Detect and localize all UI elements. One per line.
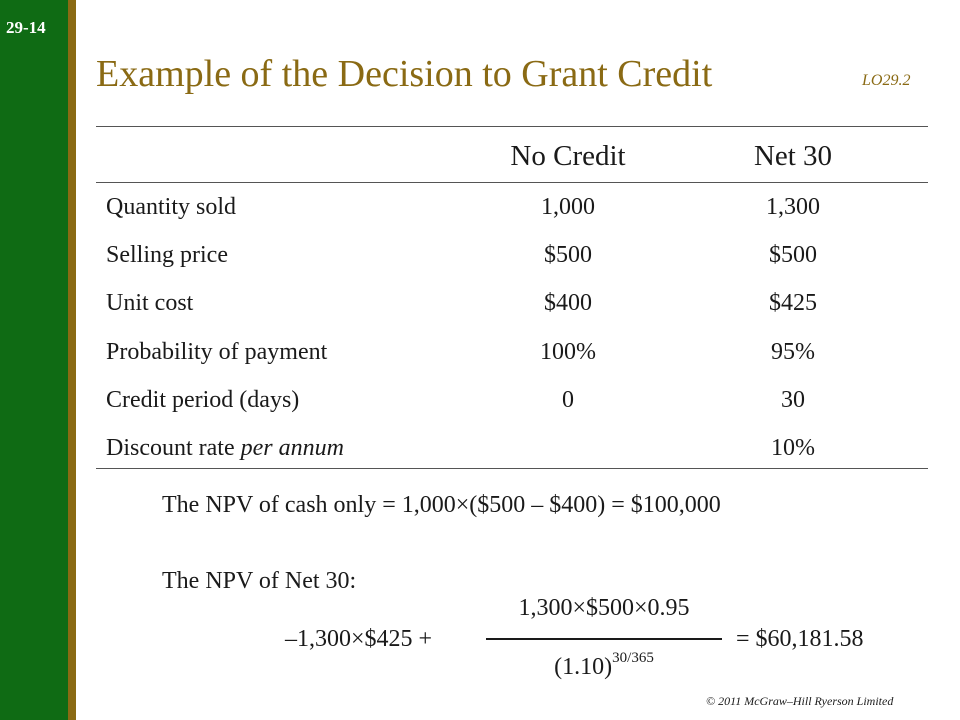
table-bottom-divider (96, 468, 928, 469)
fraction-bar (486, 638, 722, 640)
table-row: Selling price $500 $500 (0, 242, 960, 290)
formula-denominator: (1.10)30/365 (488, 650, 720, 681)
cell-no-credit: 1,000 (541, 194, 595, 220)
cell-net-30: $500 (769, 242, 817, 268)
table-row: Probability of payment 100% 95% (0, 339, 960, 387)
npv-net30-intro: The NPV of Net 30: (162, 568, 357, 594)
denominator-exponent: 30/365 (612, 650, 654, 666)
formula-numerator: 1,300×$500×0.95 (518, 595, 690, 621)
slide-number: 29-14 (6, 18, 46, 37)
learning-objective-tag: LO29.2 (862, 72, 911, 89)
row-label: Credit period (days) (106, 387, 300, 413)
column-header-net-30: Net 30 (753, 140, 833, 172)
row-label: Selling price (106, 242, 228, 268)
cell-no-credit: $500 (544, 242, 592, 268)
row-label: Probability of payment (106, 339, 328, 365)
npv-cash-only: The NPV of cash only = 1,000×($500 – $40… (162, 492, 721, 518)
table-row: Unit cost $400 $425 (0, 290, 960, 338)
row-label: Unit cost (106, 290, 194, 316)
cell-net-30: 1,300 (766, 194, 820, 220)
table-row: Quantity sold 1,000 1,300 (0, 194, 960, 242)
cell-net-30: 10% (771, 435, 815, 461)
cell-no-credit: $400 (544, 290, 592, 316)
title-divider (96, 126, 928, 127)
cell-no-credit: 100% (540, 339, 596, 365)
table-row: Credit period (days) 0 30 (0, 387, 960, 435)
denominator-base: (1.10) (554, 654, 613, 680)
row-label-italic: per annum (240, 435, 344, 461)
row-label: Discount rate per annum (106, 435, 344, 462)
formula-lhs: –1,300×$425 + (285, 626, 433, 652)
table-row: Discount rate per annum 10% (0, 435, 960, 483)
copyright-notice: © 2011 McGraw–Hill Ryerson Limited (706, 694, 894, 708)
cell-net-30: 95% (771, 339, 815, 365)
slide-title: Example of the Decision to Grant Credit (96, 53, 713, 95)
column-header-no-credit: No Credit (510, 140, 626, 172)
row-label: Quantity sold (106, 194, 236, 220)
header-divider (96, 182, 928, 183)
cell-net-30: 30 (781, 387, 805, 413)
cell-net-30: $425 (769, 290, 817, 316)
cell-no-credit: 0 (562, 387, 574, 413)
row-label-text: Discount rate (106, 435, 241, 461)
formula-result: = $60,181.58 (736, 626, 864, 652)
slide-sidebar (0, 0, 68, 720)
sidebar-edge-stripe (68, 0, 76, 720)
